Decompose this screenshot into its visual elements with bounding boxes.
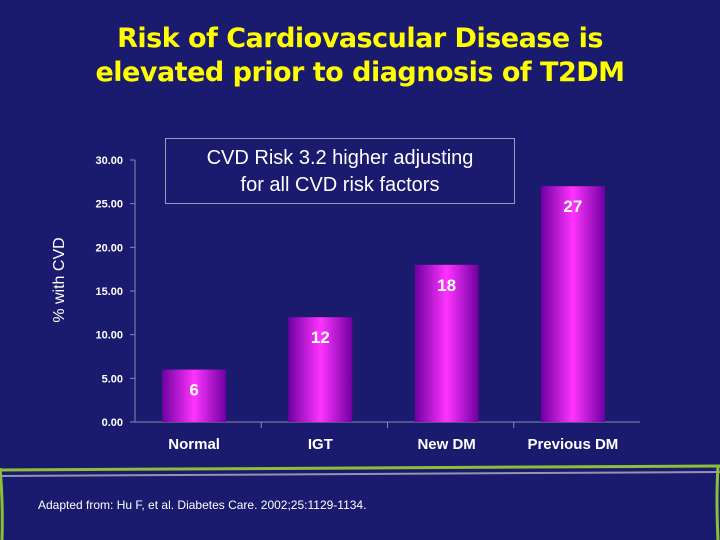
source-citation: Adapted from: Hu F, et al. Diabetes Care…	[38, 498, 367, 512]
bar-new-dm	[414, 264, 479, 422]
title-line-1: Risk of Cardiovascular Disease is	[117, 23, 603, 54]
y-tick-label: 0.00	[102, 417, 123, 429]
callout-line-2: for all CVD risk factors	[240, 174, 440, 196]
x-category-label: New DM	[417, 436, 475, 453]
x-category-label: IGT	[308, 436, 333, 453]
x-category-label: Normal	[168, 436, 220, 453]
title-line-2: elevated prior to diagnosis of T2DM	[95, 57, 625, 88]
y-tick-label: 10.00	[95, 330, 123, 342]
y-axis-label: % with CVD	[51, 237, 68, 323]
bar-value-label: 12	[311, 328, 330, 347]
bar-igt	[288, 317, 353, 422]
bar-value-label: 27	[563, 197, 582, 216]
y-tick-label: 20.00	[95, 242, 123, 254]
x-category-label: Previous DM	[527, 436, 618, 453]
slide-title: Risk of Cardiovascular Disease is elevat…	[40, 22, 680, 90]
y-tick-label: 5.00	[102, 373, 123, 385]
bar-previous-dm	[540, 186, 605, 422]
bar-normal	[162, 369, 227, 422]
y-tick-label: 25.00	[95, 199, 123, 211]
y-tick-label: 30.00	[95, 155, 123, 167]
callout-line-1: CVD Risk 3.2 higher adjusting	[206, 147, 474, 169]
callout-box: CVD Risk 3.2 higher adjusting for all CV…	[165, 138, 515, 204]
bar-value-label: 18	[437, 276, 456, 295]
bar-value-label: 6	[189, 381, 198, 400]
y-tick-label: 15.00	[95, 286, 123, 298]
